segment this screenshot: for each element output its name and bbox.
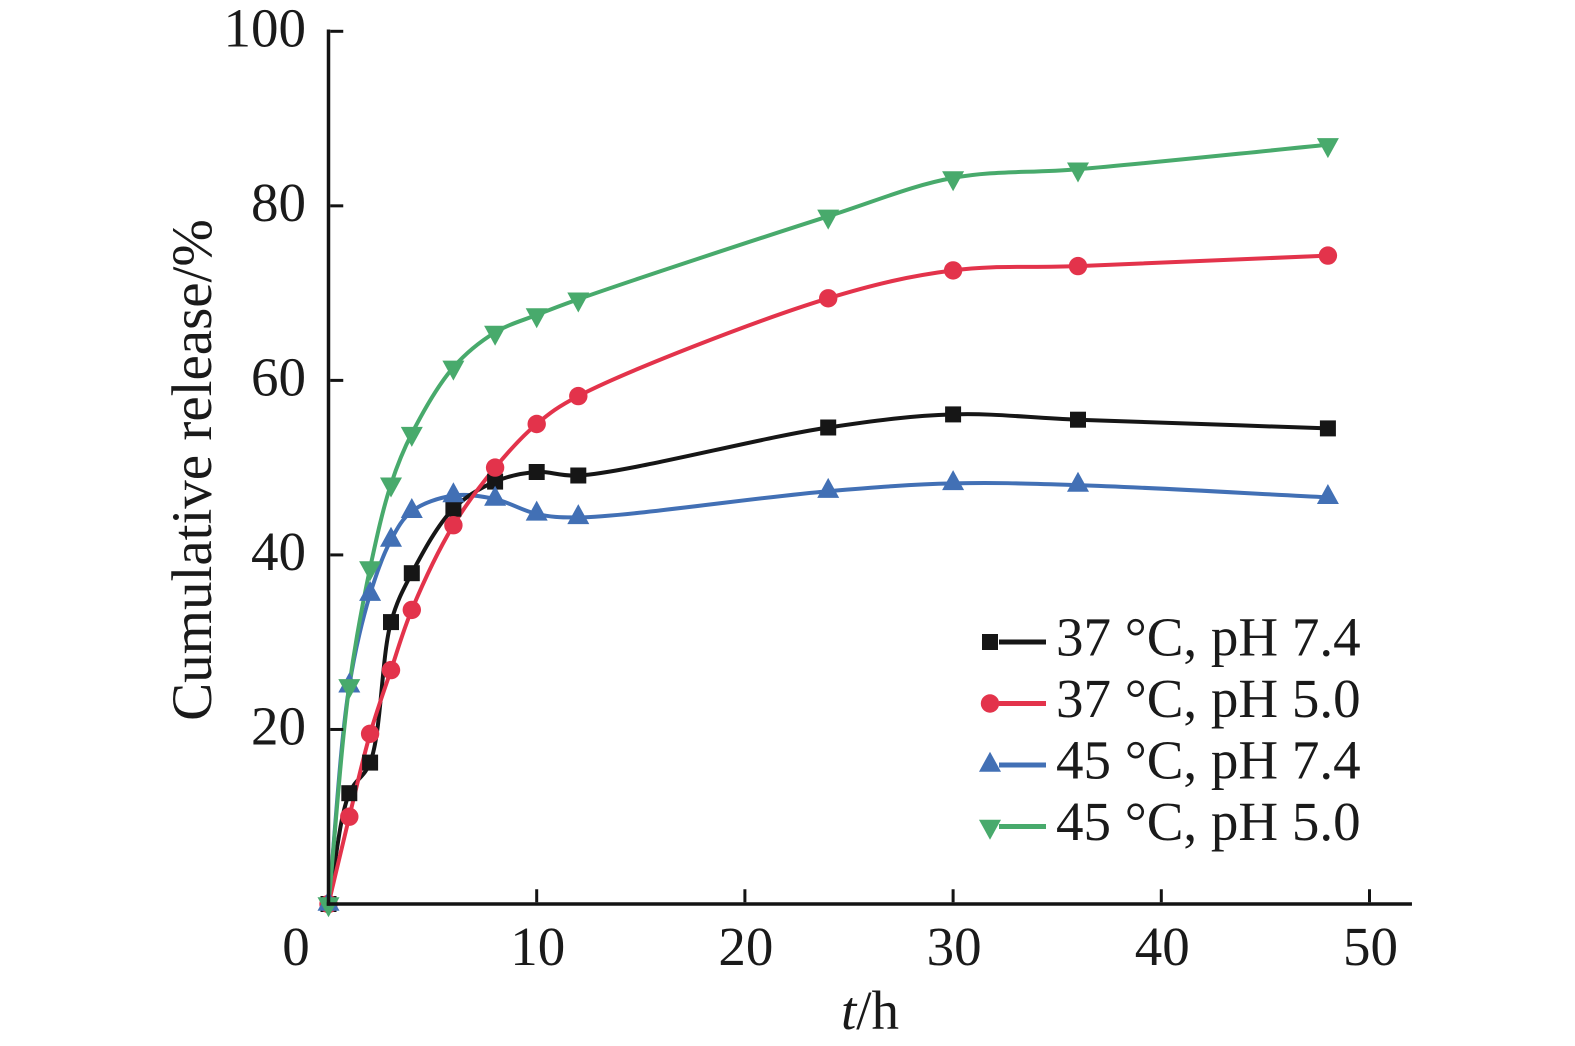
svg-text:45 °C, pH 5.0: 45 °C, pH 5.0 (1056, 791, 1361, 852)
svg-text:Cumulative release/%: Cumulative release/% (161, 219, 224, 721)
svg-text:45 °C, pH 7.4: 45 °C, pH 7.4 (1056, 730, 1361, 791)
svg-text:t/h: t/h (841, 980, 899, 1041)
svg-text:80: 80 (251, 172, 306, 233)
svg-text:40: 40 (251, 521, 306, 582)
svg-text:50: 50 (1343, 916, 1398, 977)
svg-text:40: 40 (1135, 916, 1190, 977)
svg-text:37 °C, pH 7.4: 37 °C, pH 7.4 (1056, 607, 1361, 668)
svg-text:37 °C, pH 5.0: 37 °C, pH 5.0 (1056, 668, 1361, 729)
svg-text:0: 0 (282, 916, 310, 977)
svg-text:20: 20 (251, 696, 306, 757)
svg-text:100: 100 (224, 0, 307, 58)
svg-text:10: 10 (510, 916, 565, 977)
svg-text:60: 60 (251, 346, 306, 407)
svg-text:30: 30 (927, 916, 982, 977)
svg-text:20: 20 (718, 916, 773, 977)
